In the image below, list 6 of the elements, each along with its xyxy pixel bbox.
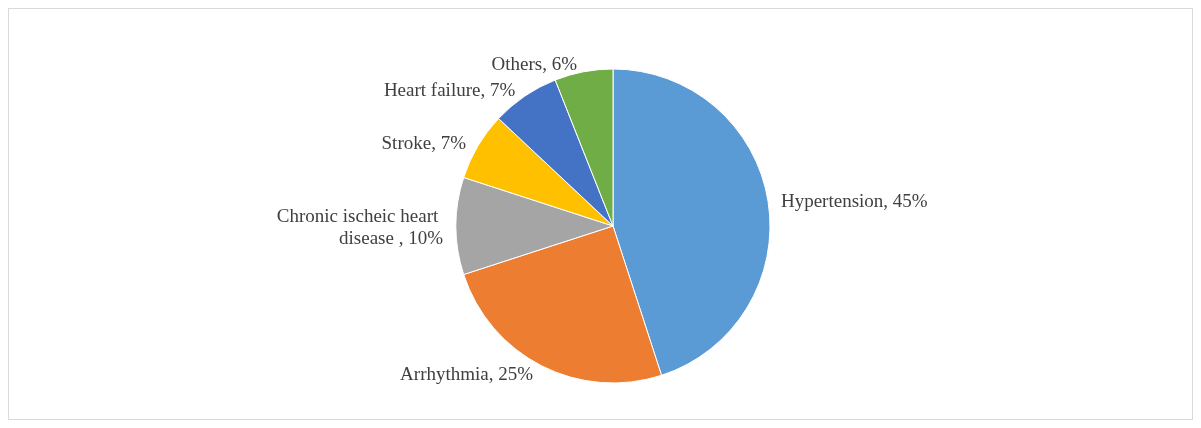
slice-label: Stroke, 7%	[381, 131, 467, 153]
slice-label: Others, 6%	[491, 53, 578, 75]
slice-label: Arrhythmia, 25%	[400, 362, 534, 384]
slice-label: Chronic ischeic heart disease , 10%	[276, 204, 444, 248]
slice-label: Heart failure, 7%	[383, 79, 516, 101]
slice-label: Hypertension, 45%	[780, 189, 928, 211]
